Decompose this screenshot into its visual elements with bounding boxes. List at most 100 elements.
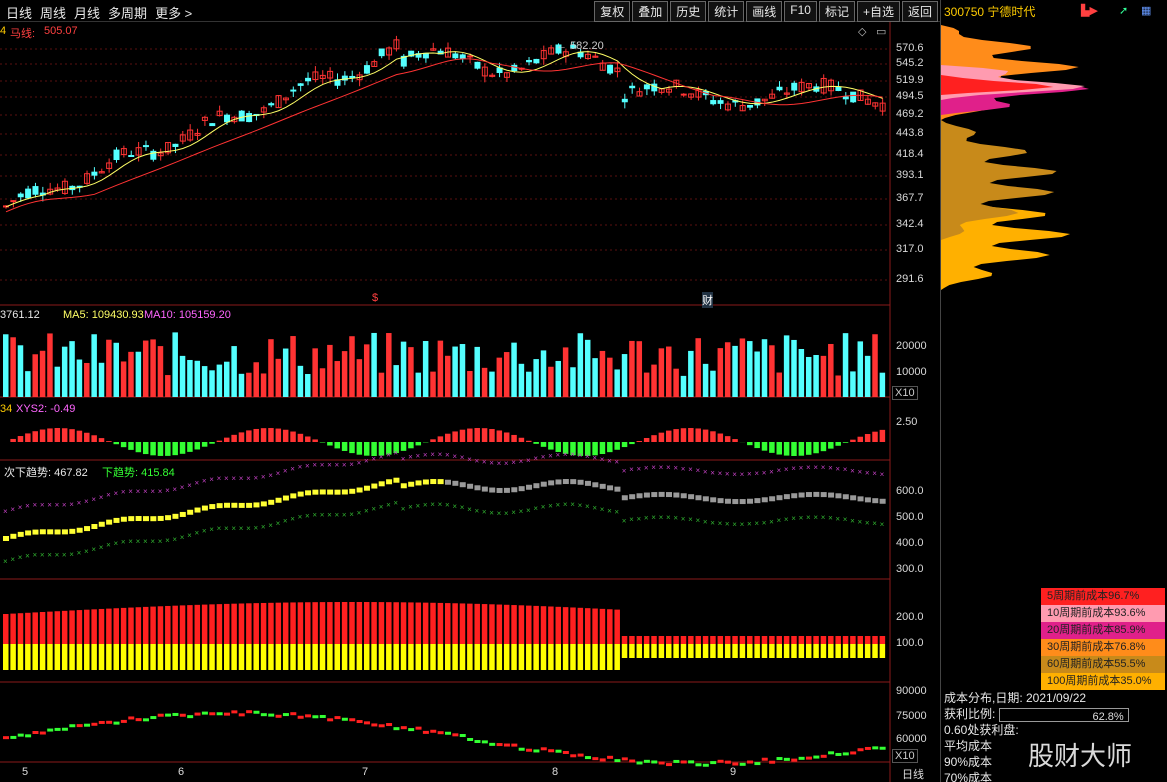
xys-bar	[864, 434, 871, 442]
volume-bar	[562, 347, 569, 397]
bottom-mark	[813, 755, 820, 759]
finance-marker[interactable]: 财	[702, 292, 713, 308]
yellow-bar	[415, 644, 422, 670]
tab-weekly[interactable]: 周线	[40, 6, 67, 21]
xys-bar	[165, 442, 171, 456]
candle-body	[150, 150, 157, 160]
trend-upper-x: ×	[732, 470, 737, 479]
volume-bar	[305, 374, 311, 397]
bottom-mark	[371, 723, 378, 727]
trend-upper-x: ×	[312, 461, 317, 470]
red-bar	[135, 607, 142, 644]
chart-area[interactable]: × × × × × × × × × × × × × × × × × × × × × × × × × × × × × × × × × × × × × × × ×…	[0, 22, 940, 782]
yellow-bar	[666, 644, 672, 658]
yellow-bar	[761, 644, 768, 658]
grid-icon[interactable]: ▦	[1141, 5, 1152, 17]
tab-monthly[interactable]: 月线	[74, 6, 101, 21]
trend-upper-x: ×	[835, 464, 840, 473]
candle-body	[666, 88, 672, 93]
add-watchlist-button[interactable]: +自选	[856, 1, 900, 22]
yellow-bar	[54, 644, 61, 670]
f10-button[interactable]: F10	[784, 1, 817, 22]
bottom-mark	[142, 718, 149, 722]
tab-daily[interactable]: 日线	[6, 6, 33, 21]
red-bar	[879, 636, 886, 644]
tab-more[interactable]: 更多 >	[155, 6, 193, 21]
candle-body	[761, 98, 768, 102]
trend-upper-x: ×	[195, 479, 200, 488]
xys-bar	[798, 442, 805, 456]
bottom-mark	[128, 716, 135, 720]
xys-bar	[334, 442, 340, 449]
bottom-mark	[592, 757, 599, 761]
back-button[interactable]: 返回	[901, 1, 938, 22]
trend-upper-x: ×	[430, 450, 435, 459]
chart-svg[interactable]: ××××××××××××××××××××××××××××××××××××××××…	[0, 22, 940, 782]
yellow-bar	[783, 644, 790, 658]
trend-block	[526, 484, 533, 490]
candle-body	[246, 113, 253, 123]
candle-body	[820, 77, 827, 94]
history-button[interactable]: 历史	[670, 1, 707, 22]
xys-bar	[879, 429, 886, 442]
trend-lower-x: ×	[858, 517, 863, 526]
trend-lower-x: ×	[195, 529, 200, 538]
draw-line-button[interactable]: 画线	[746, 1, 783, 22]
trend-upper-x: ×	[438, 450, 443, 459]
trend-axis-label: 600.0	[896, 485, 924, 497]
restore-rights-button[interactable]: 复权	[594, 1, 631, 22]
trend-lower-x: ×	[880, 520, 885, 529]
yellow-bar	[695, 644, 701, 658]
red-bar	[872, 636, 878, 644]
yellow-bar	[857, 644, 864, 658]
volume-bar	[224, 361, 230, 397]
legend-20: 20周期前成本85.9%	[1041, 622, 1165, 639]
trend-block	[165, 515, 172, 521]
trend-block	[290, 493, 297, 499]
bottom-mark	[548, 749, 555, 753]
candle-body	[621, 98, 628, 103]
candle-body	[91, 171, 98, 176]
volume-bar	[378, 372, 385, 397]
statistics-button[interactable]: 统计	[708, 1, 745, 22]
xys-bar	[791, 442, 797, 456]
xys-bar	[636, 441, 643, 442]
bottom-mark	[835, 752, 842, 756]
bottom-mark	[577, 753, 584, 757]
bottom-mark	[290, 712, 297, 716]
candle-body	[400, 55, 407, 67]
trend-block	[415, 480, 422, 486]
candle-body	[769, 93, 776, 99]
red-bar	[47, 611, 53, 644]
red-bar	[275, 602, 282, 644]
trend-lower-x: ×	[614, 508, 619, 517]
trend-upper-x: ×	[305, 461, 310, 470]
mark-button[interactable]: 标记	[818, 1, 855, 22]
trend-block	[61, 529, 68, 535]
xys-bar	[157, 442, 164, 456]
xys-bar	[835, 442, 841, 446]
flag-icon[interactable]: ▙▶	[1081, 5, 1098, 17]
candle-body	[327, 70, 334, 79]
xys-bar	[783, 442, 790, 456]
cost-layer-5	[941, 75, 1054, 95]
bottom-mark	[680, 760, 687, 764]
volume-bar	[341, 351, 348, 397]
event-marker-s[interactable]: $	[372, 292, 379, 304]
bottom-mark	[555, 749, 562, 753]
yellow-bar	[688, 644, 694, 658]
tool-buttons: 复权 叠加 历史 统计 画线 F10 标记 +自选 返回	[592, 1, 938, 22]
trend-lower-x: ×	[77, 549, 82, 558]
stock-title: 300750 宁德时代	[944, 5, 1036, 19]
cost-distribution-chart[interactable]	[941, 20, 1167, 320]
trend-block	[798, 492, 805, 498]
xys-bar	[562, 442, 569, 454]
close-panel-icon[interactable]: ▭	[876, 26, 887, 38]
yellow-bar	[702, 644, 709, 658]
overlay-button[interactable]: 叠加	[632, 1, 669, 22]
cursor-icon[interactable]: ➚	[1119, 5, 1129, 17]
diamond-icon[interactable]: ◇	[858, 26, 867, 38]
tab-multi-period[interactable]: 多周期	[108, 6, 148, 21]
legend-30: 30周期前成本76.8%	[1041, 639, 1165, 656]
yellow-bar	[76, 644, 83, 670]
